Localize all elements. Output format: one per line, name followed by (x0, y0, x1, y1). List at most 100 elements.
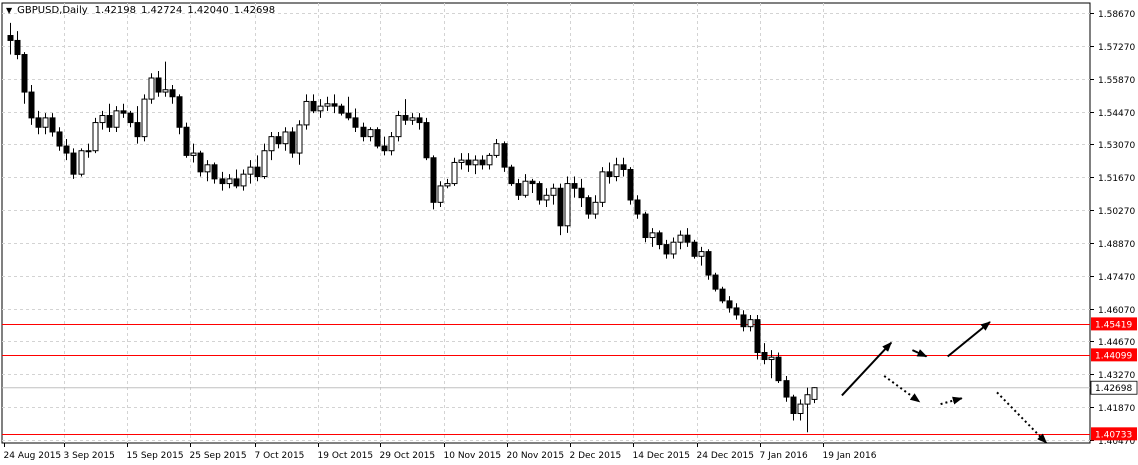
candle-body[interactable] (663, 244, 670, 255)
bullish-projection-arrow-2[interactable] (947, 321, 991, 358)
candle-body[interactable] (444, 183, 451, 187)
candle-body[interactable] (430, 157, 437, 203)
candle-body[interactable] (324, 103, 331, 107)
candle-body[interactable] (458, 159, 465, 163)
candle-body[interactable] (479, 159, 486, 166)
candle-body[interactable] (599, 171, 606, 203)
candle-body[interactable] (233, 178, 240, 187)
bearish-dotted-arrow-1[interactable] (883, 375, 921, 403)
candle-body[interactable] (437, 185, 444, 203)
candle-body[interactable] (508, 166, 515, 185)
candle-body[interactable] (536, 183, 543, 201)
candle-body[interactable] (261, 150, 268, 178)
candle-body[interactable] (642, 213, 649, 239)
candle-body[interactable] (613, 164, 620, 178)
candle-body[interactable] (282, 131, 289, 145)
candle-body[interactable] (712, 274, 719, 290)
candle-body[interactable] (113, 110, 120, 128)
candle-body[interactable] (768, 356, 775, 361)
candle-body[interactable] (486, 154, 493, 166)
candle-body[interactable] (310, 100, 317, 112)
candle-body[interactable] (360, 126, 367, 138)
candle-body[interactable] (522, 180, 529, 196)
candle-body[interactable] (240, 173, 247, 187)
bearish-dotted-arrow-3[interactable] (996, 391, 1048, 444)
candle-body[interactable] (296, 124, 303, 154)
candle-body[interactable] (226, 178, 233, 185)
candle-body[interactable] (451, 161, 458, 185)
candle-body[interactable] (747, 319, 754, 328)
candle-body[interactable] (402, 115, 409, 121)
candle-body[interactable] (28, 91, 35, 119)
candle-body[interactable] (78, 150, 85, 175)
candle-body[interactable] (303, 100, 310, 126)
candle-body[interactable] (219, 178, 226, 185)
candle-body[interactable] (797, 403, 804, 414)
candle-body[interactable] (493, 143, 500, 156)
candle-body[interactable] (783, 380, 790, 398)
candle-body[interactable] (21, 54, 28, 93)
triangle-down-icon[interactable]: ▼ (6, 5, 13, 15)
candle-body[interactable] (162, 89, 169, 93)
candle-body[interactable] (289, 131, 296, 154)
candle-body[interactable] (698, 251, 705, 257)
candle-body[interactable] (367, 129, 374, 138)
candle-body[interactable] (183, 126, 190, 156)
candle-body[interactable] (529, 180, 536, 185)
candle-body[interactable] (804, 394, 811, 405)
candle-body[interactable] (423, 122, 430, 159)
candle-body[interactable] (472, 159, 479, 166)
candle-body[interactable] (352, 117, 359, 128)
candle-body[interactable] (275, 136, 282, 145)
candle-body[interactable] (317, 105, 324, 112)
candle-body[interactable] (620, 164, 627, 170)
candle-body[interactable] (120, 110, 127, 114)
candle-body[interactable] (14, 39, 21, 56)
bullish-projection-arrow-1[interactable] (841, 341, 892, 397)
candle-body[interactable] (761, 351, 768, 361)
candle-body[interactable] (740, 314, 747, 328)
candle-body[interactable] (733, 307, 740, 316)
candle-body[interactable] (691, 241, 698, 257)
candle-body[interactable] (56, 131, 63, 147)
candle-body[interactable] (578, 187, 585, 199)
candle-body[interactable] (190, 152, 197, 156)
candle-body[interactable] (585, 197, 592, 215)
candle-body[interactable] (790, 396, 797, 414)
pullback-arrow[interactable] (911, 349, 928, 358)
candle-body[interactable] (515, 183, 522, 196)
candle-body[interactable] (557, 187, 564, 227)
candle-body[interactable] (677, 234, 684, 243)
candle-body[interactable] (684, 234, 691, 243)
candle-body[interactable] (754, 319, 761, 353)
candle-body[interactable] (409, 117, 416, 121)
candle-body[interactable] (176, 96, 183, 128)
candle-body[interactable] (127, 112, 134, 124)
candle-body[interactable] (811, 387, 818, 400)
candle-body[interactable] (169, 89, 176, 98)
candle-body[interactable] (388, 136, 395, 152)
candle-body[interactable] (592, 201, 599, 215)
candle-body[interactable] (134, 122, 141, 138)
candle-body[interactable] (775, 356, 782, 382)
candle-body[interactable] (627, 168, 634, 201)
candle-body[interactable] (92, 122, 99, 152)
candle-body[interactable] (247, 166, 254, 175)
candle-body[interactable] (268, 136, 275, 152)
candle-body[interactable] (501, 143, 508, 168)
candle-body[interactable] (395, 115, 402, 138)
candle-body[interactable] (719, 288, 726, 302)
candle-body[interactable] (416, 117, 423, 124)
bearish-dotted-arrow-2[interactable] (940, 396, 963, 406)
candle-body[interactable] (338, 105, 345, 114)
candle-body[interactable] (634, 199, 641, 215)
candle-body[interactable] (7, 35, 14, 41)
candle-body[interactable] (141, 98, 148, 138)
candle-body[interactable] (705, 251, 712, 276)
candle-body[interactable] (85, 150, 92, 153)
candle-body[interactable] (543, 194, 550, 201)
plot-area[interactable] (1, 2, 1091, 444)
candle-body[interactable] (42, 117, 49, 128)
candle-body[interactable] (106, 115, 113, 128)
